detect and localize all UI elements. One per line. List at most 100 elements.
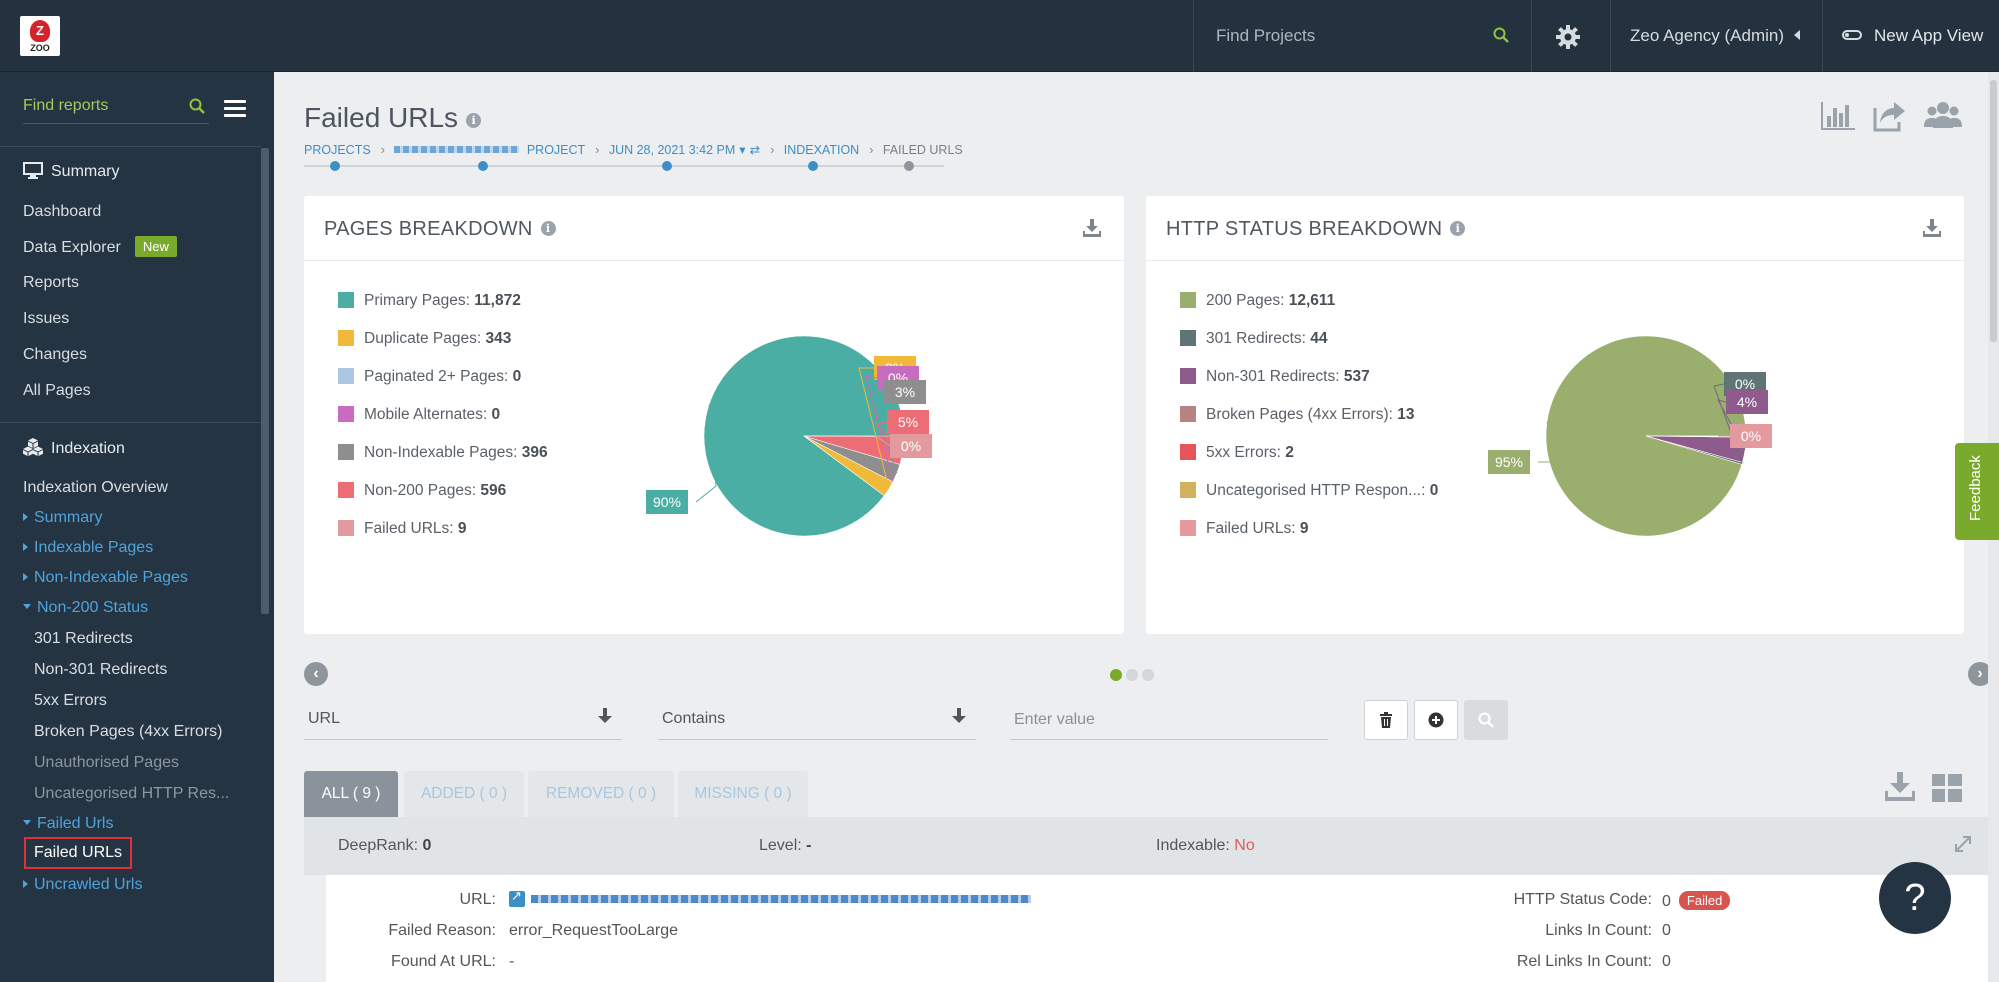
breadcrumb-projects[interactable]: PROJECTS — [304, 143, 371, 157]
feedback-label: Feedback — [1967, 455, 1984, 521]
share-icon[interactable] — [1872, 100, 1908, 137]
breadcrumb-dot[interactable] — [478, 161, 488, 171]
pages-pie-chart[interactable]: 90%2%0%3%5%0% — [644, 336, 1044, 576]
users-icon[interactable] — [1924, 100, 1962, 137]
info-icon[interactable]: i — [1450, 221, 1466, 236]
download-icon[interactable] — [1082, 218, 1102, 243]
legend-label: Uncategorised HTTP Respon...: — [1206, 482, 1426, 499]
tab-added[interactable]: ADDED ( 0 ) — [404, 771, 524, 817]
sidebar-scrollbar[interactable] — [261, 148, 269, 614]
sidebar-item-all-pages[interactable]: All Pages — [23, 382, 91, 399]
filter-operator-select[interactable]: Contains — [658, 700, 976, 740]
pie-data-label: 3% — [895, 384, 915, 400]
grid-view-icon[interactable] — [1932, 774, 1962, 807]
legend-item[interactable]: Duplicate Pages: 343 — [338, 330, 548, 368]
pie-label-box — [646, 490, 688, 514]
carousel-dot[interactable] — [1110, 669, 1122, 681]
legend-item[interactable]: Uncategorised HTTP Respon...: 0 — [1180, 482, 1438, 520]
external-link-icon[interactable] — [509, 889, 525, 907]
bar-chart-icon[interactable] — [1820, 100, 1856, 137]
feedback-tab[interactable]: Feedback — [1955, 443, 1999, 540]
apply-filter-button[interactable] — [1464, 700, 1508, 740]
carousel-dot[interactable] — [1142, 669, 1154, 681]
download-icon[interactable] — [1884, 772, 1916, 807]
legend-label: Non-200 Pages: — [364, 482, 477, 499]
legend-item[interactable]: 301 Redirects: 44 — [1180, 330, 1438, 368]
search-icon[interactable] — [189, 98, 205, 119]
search-icon[interactable] — [1493, 27, 1509, 48]
chevron-left-icon[interactable]: ‹ — [304, 662, 328, 686]
url-value[interactable] — [509, 889, 1031, 910]
legend-item[interactable]: Paginated 2+ Pages: 0 — [338, 368, 548, 406]
caret-down-icon[interactable]: ▾ — [739, 143, 746, 157]
sidebar-group-uncrawled-urls[interactable]: Uncrawled Urls — [23, 876, 142, 894]
tab-removed[interactable]: REMOVED ( 0 ) — [528, 771, 674, 817]
sidebar-group-non-200-status[interactable]: Non-200 Status — [23, 599, 148, 617]
new-app-view-toggle[interactable]: New App View — [1842, 26, 1983, 46]
breadcrumb-dot[interactable] — [904, 161, 914, 171]
sidebar-item-dashboard[interactable]: Dashboard — [23, 203, 102, 220]
legend-item[interactable]: 5xx Errors: 2 — [1180, 444, 1438, 482]
legend-item[interactable]: Non-Indexable Pages: 396 — [338, 444, 548, 482]
account-menu[interactable]: Zeo Agency (Admin) — [1630, 26, 1801, 46]
breadcrumb-dot[interactable] — [808, 161, 818, 171]
legend-item[interactable]: Failed URLs: 9 — [1180, 520, 1438, 558]
sidebar-heading-indexation[interactable]: Indexation — [23, 438, 125, 461]
sidebar-group-failed-urls[interactable]: Failed Urls — [23, 815, 113, 833]
sidebar-item-reports[interactable]: Reports — [23, 274, 80, 291]
delete-filter-button[interactable] — [1364, 700, 1408, 740]
sidebar-item-5xx-errors[interactable]: 5xx Errors — [34, 692, 107, 709]
divider — [1610, 0, 1611, 72]
sidebar-item-unauthorised-pages[interactable]: Unauthorised Pages — [34, 754, 179, 771]
logo[interactable]: Z ZOO — [20, 16, 60, 56]
scrollbar-thumb[interactable] — [1990, 80, 1997, 342]
breadcrumb-redacted-name[interactable] — [394, 146, 520, 153]
legend-item[interactable]: Non-200 Pages: 596 — [338, 482, 548, 520]
info-icon[interactable]: i — [466, 113, 482, 128]
pie-label-box — [1730, 424, 1772, 448]
sidebar-item-changes[interactable]: Changes — [23, 346, 88, 363]
hamburger-menu-icon[interactable] — [224, 100, 246, 118]
redacted-url[interactable] — [531, 895, 1031, 903]
breadcrumb-project[interactable]: PROJECT — [526, 143, 586, 157]
sidebar-item-data-explorer[interactable]: Data Explorer New — [23, 236, 177, 257]
filter-value — [1010, 700, 1328, 740]
compare-arrows-icon[interactable]: ⇄ — [749, 143, 761, 157]
legend-item[interactable]: Primary Pages: 11,872 — [338, 292, 548, 330]
project-search-input[interactable] — [1216, 22, 1486, 50]
info-icon[interactable]: i — [540, 221, 556, 236]
add-filter-button[interactable] — [1414, 700, 1458, 740]
filter-value-input[interactable] — [1014, 708, 1314, 732]
download-icon[interactable] — [1922, 218, 1942, 243]
sidebar-item-non-301-redirects[interactable]: Non-301 Redirects — [34, 661, 168, 678]
filter-field-select[interactable]: URL — [304, 700, 622, 740]
sidebar-item-issues[interactable]: Issues — [23, 310, 70, 327]
table-row-summary[interactable]: DeepRank: 0 Level: - Indexable: No — [304, 817, 1994, 875]
legend-item[interactable]: Failed URLs: 9 — [338, 520, 548, 558]
breadcrumb-dot[interactable] — [662, 161, 672, 171]
help-button[interactable]: ? — [1879, 862, 1951, 934]
sidebar-item-301-redirects[interactable]: 301 Redirects — [34, 630, 133, 647]
sidebar-heading-summary[interactable]: Summary — [23, 162, 119, 184]
expand-icon[interactable] — [1954, 835, 1972, 858]
sidebar-item-uncategorised-http[interactable]: Uncategorised HTTP Res... — [34, 785, 230, 802]
sidebar-item-broken-pages[interactable]: Broken Pages (4xx Errors) — [34, 723, 223, 740]
breadcrumb-indexation[interactable]: INDEXATION — [783, 143, 860, 157]
sidebar-group-non-indexable-pages[interactable]: Non-Indexable Pages — [23, 569, 188, 587]
carousel-dot[interactable] — [1126, 669, 1138, 681]
legend-item[interactable]: Non-301 Redirects: 537 — [1180, 368, 1438, 406]
legend-item[interactable]: Broken Pages (4xx Errors): 13 — [1180, 406, 1438, 444]
sidebar-item-failed-urls[interactable]: Failed URLs — [24, 837, 133, 869]
sidebar-item-indexation-overview[interactable]: Indexation Overview — [23, 479, 168, 496]
sidebar-group-summary[interactable]: Summary — [23, 509, 102, 527]
report-search-input[interactable] — [23, 92, 173, 120]
tab-all[interactable]: ALL ( 9 ) — [304, 771, 398, 817]
legend-item[interactable]: 200 Pages: 12,611 — [1180, 292, 1438, 330]
sidebar-group-indexable-pages[interactable]: Indexable Pages — [23, 539, 153, 557]
tab-missing[interactable]: MISSING ( 0 ) — [678, 771, 808, 817]
legend-item[interactable]: Mobile Alternates: 0 — [338, 406, 548, 444]
breadcrumb-date[interactable]: JUN 28, 2021 3:42 PM — [608, 143, 736, 157]
http-pie-chart[interactable]: 95% 0% 4% 0% — [1486, 336, 1886, 576]
breadcrumb-dot[interactable] — [330, 161, 340, 171]
gear-icon[interactable] — [1555, 24, 1581, 55]
